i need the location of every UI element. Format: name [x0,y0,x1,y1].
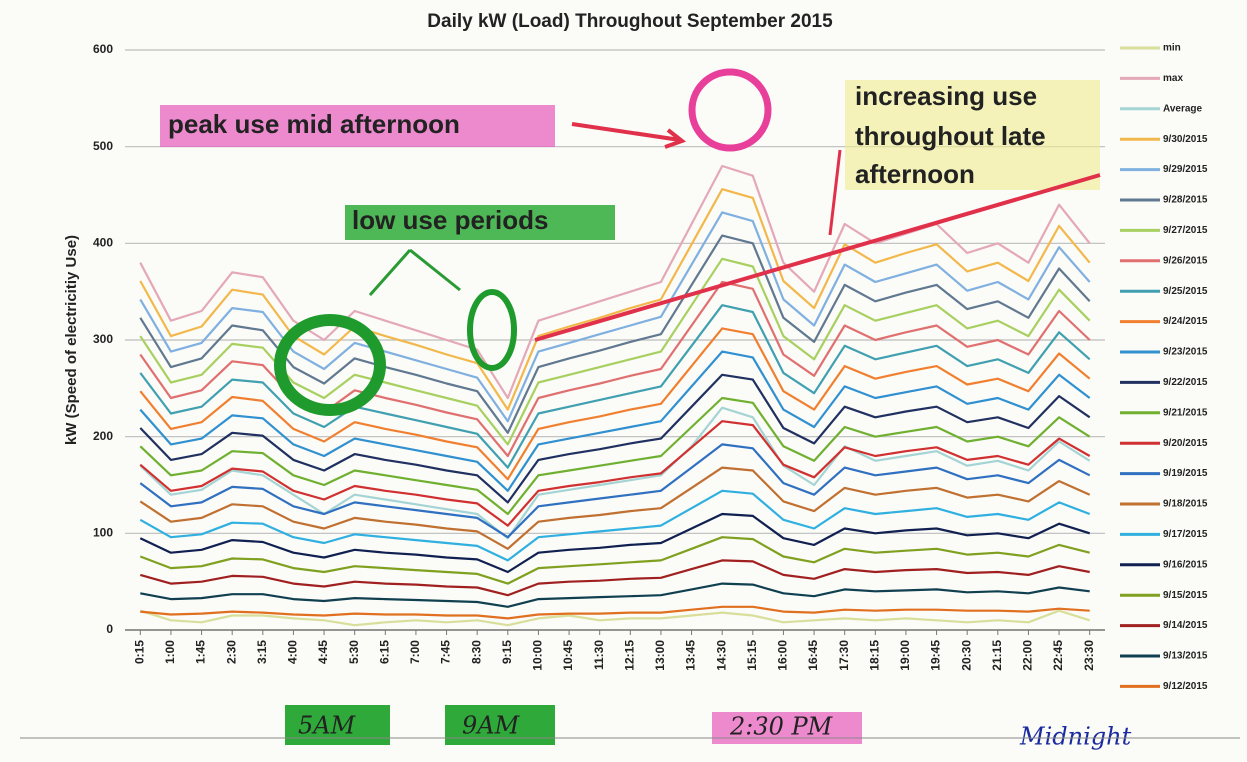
x-tick-label: 14:30 [714,640,728,671]
x-tick-label: 18:15 [867,640,881,671]
x-tick-label: 13:00 [653,640,667,671]
annotation: 9AM [462,712,521,740]
annotation: 2:30 PM [729,713,834,741]
y-tick-label: 500 [93,139,113,153]
x-tick-label: 4:45 [316,640,330,664]
y-tick-label: 600 [93,42,113,56]
annotation: Midnight [1019,723,1132,751]
legend-label: 9/12/2015 [1163,681,1208,692]
x-tick-label: 2:30 [224,640,238,664]
x-tick-label: 22:45 [1051,640,1065,671]
annotation: increasing use [855,81,1037,111]
legend-label: 9/18/2015 [1163,499,1208,510]
annotation: 5AM [298,712,357,740]
x-tick-label: 1:45 [194,640,208,664]
x-tick-label: 16:45 [806,640,820,671]
legend-label: Average [1163,103,1203,114]
x-tick-label: 1:00 [163,640,177,664]
x-tick-label: 19:45 [929,640,943,671]
x-tick-label: 9:15 [500,640,514,664]
x-tick-label: 10:00 [531,640,545,671]
y-axis-label: kW (Speed of electricitiy Use) [63,235,80,445]
legend-label: 9/30/2015 [1163,134,1208,145]
x-tick-label: 3:15 [255,640,269,664]
x-tick-label: 13:45 [684,640,698,671]
x-tick-label: 7:00 [408,640,422,664]
x-tick-label: 17:30 [837,640,851,671]
x-tick-label: 11:30 [592,640,606,670]
x-tick-label: 21:15 [990,640,1004,671]
x-tick-label: 12:15 [622,640,636,671]
legend-label: 9/19/2015 [1163,468,1208,479]
y-tick-label: 200 [93,429,113,443]
annotation: throughout late [855,121,1046,151]
y-tick-label: 100 [93,526,113,540]
y-tick-label: 0 [106,622,113,636]
legend-label: max [1163,73,1183,84]
x-tick-label: 20:30 [959,640,973,671]
x-tick-label: 10:45 [561,640,575,671]
y-tick-label: 400 [93,236,113,250]
x-tick-label: 5:30 [347,640,361,664]
legend-label: 9/24/2015 [1163,316,1208,327]
x-tick-label: 19:00 [898,640,912,671]
chart-title: Daily kW (Load) Throughout September 201… [427,11,833,32]
annotation: low use periods [352,205,549,235]
x-tick-label: 15:15 [745,640,759,671]
y-tick-label: 300 [93,332,113,346]
legend-label: 9/25/2015 [1163,286,1208,297]
legend-label: 9/29/2015 [1163,164,1208,175]
legend-label: 9/28/2015 [1163,195,1208,206]
legend-label: 9/16/2015 [1163,559,1208,570]
legend-label: min [1163,43,1181,54]
legend-label: 9/26/2015 [1163,255,1208,266]
x-tick-label: 22:00 [1021,640,1035,671]
annotation: afternoon [855,159,975,189]
legend-label: 9/17/2015 [1163,529,1208,540]
annotation: peak use mid afternoon [168,109,460,139]
x-tick-label: 16:00 [776,640,790,671]
x-tick-label: 8:30 [469,640,483,664]
x-tick-label: 6:15 [377,640,391,664]
x-tick-label: 4:00 [286,640,300,664]
chart: Daily kW (Load) Throughout September 201… [0,0,1247,762]
legend-label: 9/27/2015 [1163,225,1208,236]
x-tick-label: 0:15 [132,640,146,664]
legend-label: 9/23/2015 [1163,347,1208,358]
legend-label: 9/13/2015 [1163,651,1208,662]
legend-label: 9/20/2015 [1163,438,1208,449]
x-tick-label: 23:30 [1082,640,1096,671]
x-tick-label: 7:45 [439,640,453,664]
legend-label: 9/21/2015 [1163,407,1208,418]
legend-label: 9/14/2015 [1163,620,1208,631]
legend-label: 9/22/2015 [1163,377,1208,388]
legend-label: 9/15/2015 [1163,590,1208,601]
